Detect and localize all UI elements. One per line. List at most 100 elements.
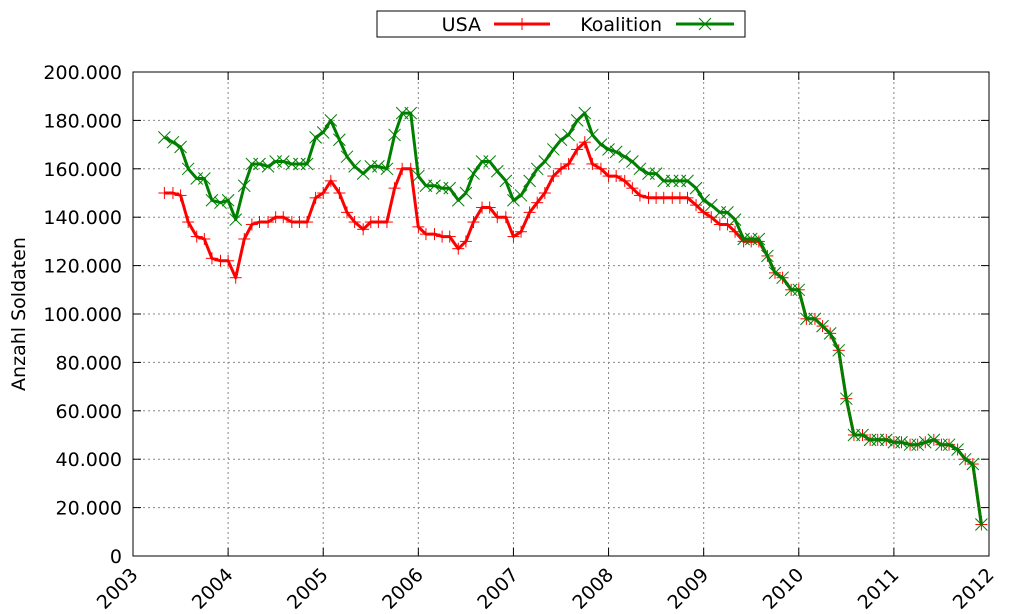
data-point-koalition	[895, 435, 908, 449]
data-point-koalition	[911, 438, 925, 452]
data-point-koalition	[586, 128, 599, 142]
data-point-koalition	[681, 174, 694, 188]
data-point-koalition	[181, 162, 195, 176]
x-tick-label: 2004	[188, 564, 238, 614]
data-point-usa	[198, 232, 211, 245]
data-point-usa	[467, 216, 480, 229]
y-tick-label: 140.000	[43, 207, 122, 229]
x-tick-label: 2009	[663, 564, 713, 614]
data-point-usa	[380, 216, 393, 229]
data-point-koalition	[975, 518, 988, 531]
data-point-usa	[229, 271, 242, 284]
data-point-usa	[681, 191, 694, 204]
data-point-usa	[721, 218, 734, 231]
data-point-usa	[190, 230, 203, 243]
y-tick-label: 200.000	[43, 62, 122, 84]
data-point-usa	[205, 252, 218, 265]
data-point-koalition	[578, 106, 592, 120]
legend: USA Koalition	[376, 10, 746, 38]
data-point-koalition	[221, 193, 235, 207]
data-point-koalition	[428, 179, 441, 193]
data-point-usa	[483, 201, 496, 214]
data-point-usa	[222, 254, 235, 267]
x-tick-label: 2011	[854, 564, 904, 614]
data-point-koalition	[316, 126, 330, 139]
x-tick-label: 2008	[568, 564, 618, 614]
y-tick-label: 80.000	[56, 352, 122, 374]
legend-marker-usa	[516, 18, 528, 30]
data-point-usa	[571, 143, 584, 156]
data-point-koalition	[918, 435, 932, 449]
data-point-koalition	[459, 186, 473, 200]
legend-label-usa: USA	[442, 14, 481, 36]
series-line-usa	[164, 140, 983, 525]
data-point-usa	[262, 216, 275, 229]
data-point-koalition	[689, 181, 703, 195]
data-point-koalition	[768, 266, 782, 280]
y-tick-label: 100.000	[43, 304, 122, 326]
data-point-koalition	[467, 167, 480, 180]
data-point-usa	[277, 211, 290, 224]
data-point-koalition	[333, 133, 346, 147]
data-point-koalition	[214, 196, 227, 210]
x-tick-label: 2005	[283, 564, 333, 614]
y-tick-label: 120.000	[43, 256, 122, 278]
data-point-usa	[301, 216, 314, 229]
data-point-koalition	[174, 140, 187, 154]
data-point-usa	[428, 228, 441, 241]
data-point-koalition	[324, 114, 338, 127]
data-point-koalition	[276, 155, 290, 168]
data-point-usa	[317, 187, 330, 199]
data-point-koalition	[704, 198, 718, 212]
data-point-koalition	[380, 162, 394, 176]
data-point-koalition	[776, 271, 789, 285]
data-point-usa	[245, 218, 258, 231]
data-point-koalition	[388, 128, 401, 142]
data-point-usa	[697, 206, 710, 219]
data-point-usa	[523, 206, 536, 219]
y-axis-label: Anzahl Soldaten	[8, 237, 30, 391]
y-tick-label: 160.000	[43, 159, 122, 181]
data-point-koalition	[609, 145, 623, 159]
data-point-usa	[404, 162, 417, 175]
data-point-usa	[618, 174, 631, 187]
x-tick-label: 2006	[378, 564, 428, 614]
data-point-koalition	[158, 130, 171, 144]
data-point-usa	[459, 235, 472, 248]
data-point-usa	[578, 136, 591, 149]
data-point-koalition	[490, 164, 504, 178]
data-point-usa	[507, 230, 520, 243]
data-point-usa	[562, 157, 575, 170]
data-point-usa	[594, 162, 607, 175]
data-point-koalition	[523, 174, 536, 188]
data-point-koalition	[300, 157, 314, 171]
x-tick-label: 2010	[759, 564, 809, 614]
data-point-koalition	[372, 160, 385, 173]
data-point-usa	[341, 206, 353, 219]
data-point-koalition	[951, 443, 964, 456]
data-point-koalition	[761, 249, 774, 263]
data-point-usa	[182, 216, 195, 229]
data-point-koalition	[594, 138, 608, 151]
data-point-koalition	[602, 143, 615, 156]
data-point-koalition	[404, 106, 418, 120]
data-point-usa	[309, 191, 322, 204]
data-point-koalition	[832, 343, 846, 357]
data-point-koalition	[348, 160, 361, 173]
series-markers-koalition	[158, 106, 988, 531]
data-point-koalition	[879, 433, 893, 447]
series-line-koalition	[163, 111, 983, 525]
data-point-usa	[690, 199, 703, 212]
data-point-koalition	[792, 283, 806, 297]
x-tick-labels: 2003 2004 2005 2006 2007 2008 2009 2010 2011 2012	[93, 564, 999, 614]
data-point-koalition	[823, 327, 837, 340]
data-point-koalition	[483, 155, 497, 168]
data-point-usa	[586, 157, 599, 170]
data-point-koalition	[554, 133, 568, 147]
data-point-usa	[499, 211, 512, 224]
data-point-usa	[555, 162, 567, 175]
data-point-koalition	[507, 193, 520, 207]
series-markers-usa	[158, 136, 988, 531]
legend-label-koalition: Koalition	[580, 14, 662, 36]
